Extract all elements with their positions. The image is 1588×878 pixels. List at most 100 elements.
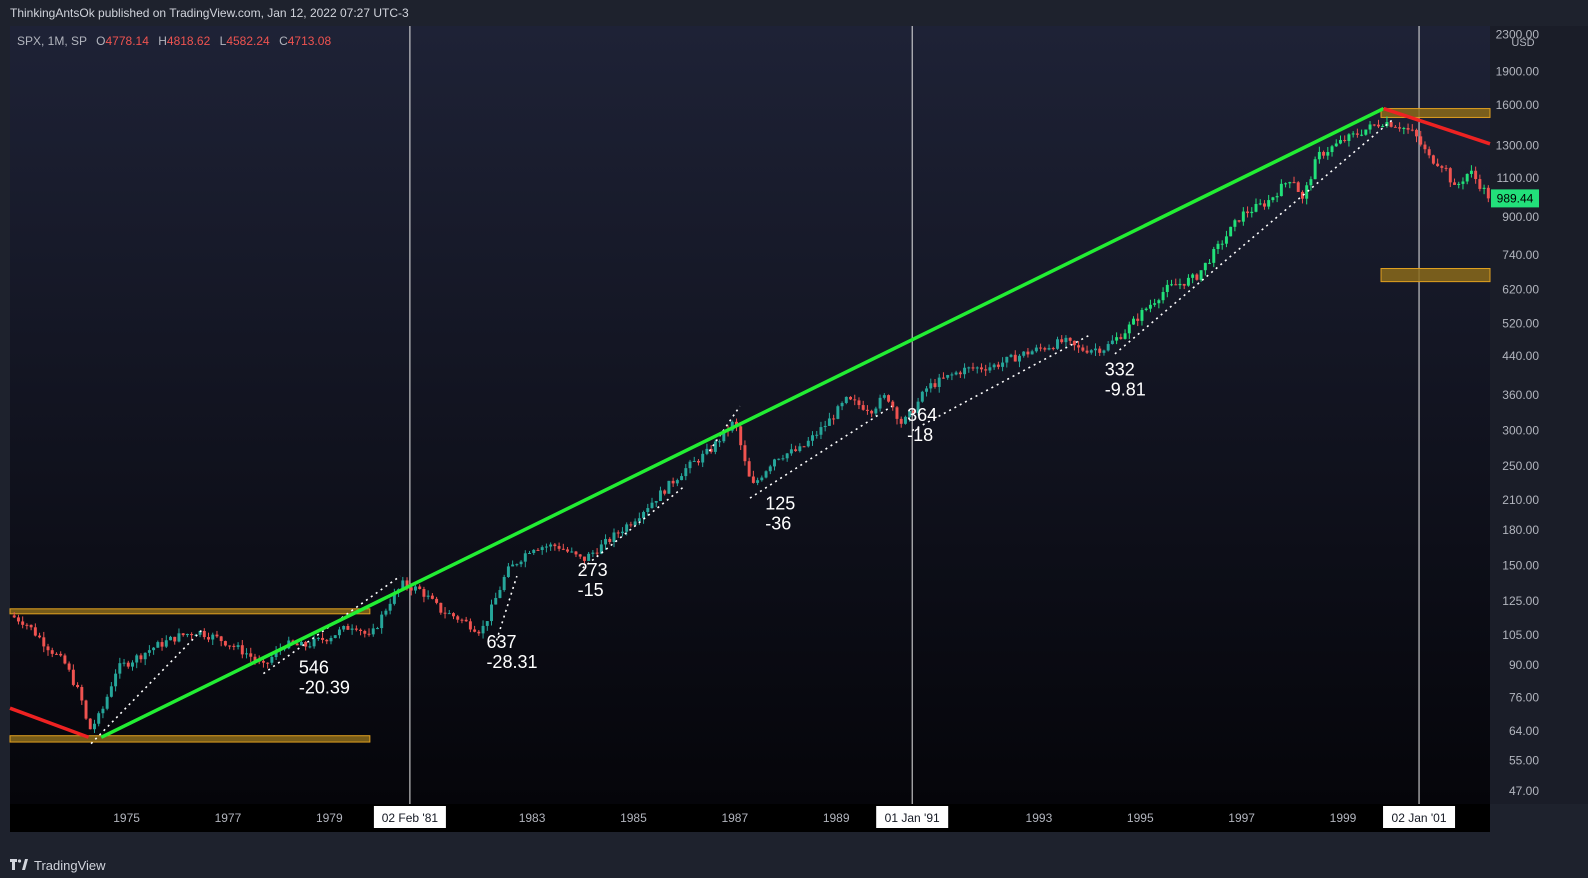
- candle: [185, 633, 189, 636]
- candle: [266, 662, 270, 664]
- candle: [219, 636, 223, 642]
- candle: [498, 590, 502, 598]
- time-tick-label: 1979: [316, 811, 343, 825]
- candle: [42, 637, 46, 647]
- time-tick-label: 1995: [1127, 811, 1154, 825]
- candle: [1415, 129, 1418, 137]
- candle: [570, 551, 574, 553]
- candle: [1174, 284, 1178, 286]
- annotation-line2: -18: [907, 425, 933, 445]
- candle: [633, 521, 637, 526]
- candle: [806, 440, 810, 447]
- annotation-line2: -36: [765, 513, 791, 533]
- candle: [325, 639, 329, 642]
- candle: [963, 367, 967, 375]
- zone-box: [1380, 268, 1491, 283]
- candle: [114, 673, 118, 687]
- candle: [50, 650, 54, 654]
- candle: [684, 468, 688, 477]
- candle: [1089, 350, 1093, 353]
- price-axis-area[interactable]: [1490, 26, 1588, 804]
- candle: [743, 445, 747, 462]
- candle: [240, 645, 244, 655]
- candle: [836, 406, 840, 419]
- candle: [481, 625, 485, 634]
- candle: [1486, 187, 1490, 199]
- candle: [658, 490, 662, 501]
- price-tick-label: 2300.00: [1496, 27, 1540, 41]
- candle: [88, 718, 92, 730]
- candle: [101, 708, 105, 714]
- candle: [67, 663, 71, 670]
- dotted-channel-line: [749, 405, 893, 499]
- candle: [1233, 220, 1237, 227]
- candle: [118, 663, 122, 674]
- candle: [1292, 182, 1296, 184]
- candle: [591, 552, 595, 554]
- time-tick-label: 1997: [1228, 811, 1255, 825]
- candle: [232, 645, 236, 647]
- candle: [207, 637, 210, 640]
- candle: [1127, 324, 1131, 334]
- candle: [375, 628, 379, 630]
- candle: [1170, 284, 1174, 286]
- candle: [1186, 277, 1190, 286]
- candles: [12, 116, 1490, 734]
- candle: [38, 635, 42, 638]
- candle: [916, 401, 920, 414]
- candle: [1250, 211, 1254, 214]
- candle: [1005, 356, 1009, 363]
- legend-close-label: C: [279, 34, 288, 48]
- legend-close: 4713.08: [288, 34, 332, 48]
- candle: [1195, 274, 1199, 280]
- candle: [1157, 300, 1161, 304]
- candle: [418, 586, 422, 590]
- time-axis-area[interactable]: [10, 804, 1490, 832]
- candle: [713, 441, 717, 452]
- candle: [1368, 124, 1372, 130]
- candle: [523, 553, 527, 562]
- candle: [1478, 179, 1482, 189]
- candle: [342, 625, 346, 630]
- candle: [675, 480, 679, 484]
- candle: [1064, 337, 1068, 343]
- candle: [1339, 139, 1342, 144]
- price-tick-label: 1900.00: [1496, 64, 1540, 78]
- candle: [329, 638, 333, 642]
- candle: [975, 367, 979, 369]
- candle: [709, 448, 713, 452]
- candle: [988, 367, 992, 371]
- price-tick-label: 250.00: [1502, 459, 1539, 473]
- candle: [1191, 274, 1195, 278]
- candle: [143, 652, 147, 660]
- candle: [979, 367, 983, 370]
- candle: [764, 471, 768, 478]
- candle: [1360, 134, 1364, 136]
- candle: [494, 597, 498, 605]
- candle: [823, 425, 827, 428]
- price-tick-label: 90.00: [1509, 658, 1539, 672]
- candle: [701, 453, 705, 463]
- candle: [967, 367, 971, 369]
- candle: [819, 427, 823, 435]
- candle: [409, 587, 413, 591]
- candle: [1474, 170, 1478, 180]
- candle: [718, 441, 722, 443]
- candle: [1119, 337, 1123, 339]
- plot-area[interactable]: [10, 26, 1490, 804]
- candle: [135, 655, 139, 663]
- candle: [249, 653, 253, 657]
- candle: [528, 552, 531, 554]
- candle: [654, 500, 658, 503]
- legend-open-label: O: [96, 34, 105, 48]
- candle: [688, 461, 692, 469]
- candle: [1254, 203, 1258, 212]
- candle: [304, 642, 308, 647]
- candle: [878, 397, 882, 409]
- candle: [680, 476, 684, 481]
- candle: [1402, 128, 1406, 130]
- candle: [971, 367, 975, 369]
- annotation-line2: -20.39: [299, 678, 350, 698]
- candle: [937, 377, 941, 387]
